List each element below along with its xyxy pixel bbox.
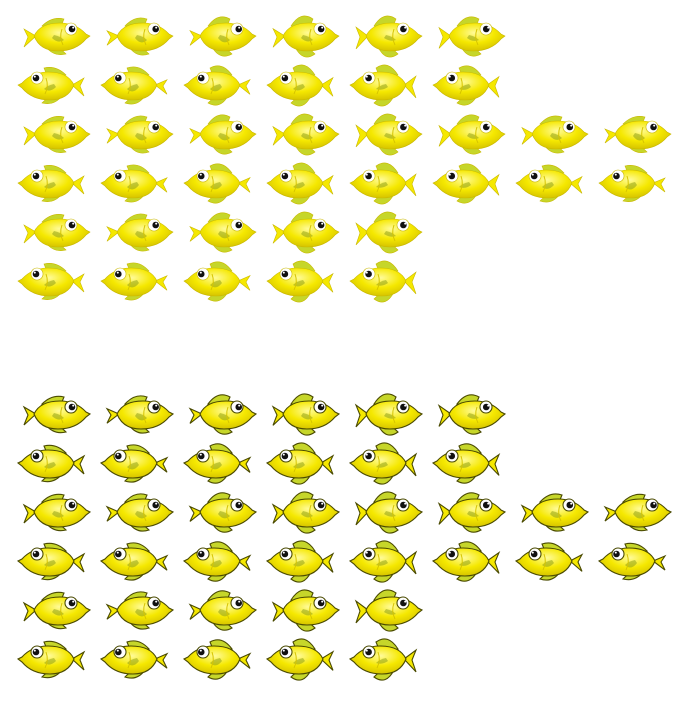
yellow-tang-fish-icon — [182, 639, 252, 680]
yellow-tang-fish-icon — [99, 640, 169, 679]
yellow-tang-fish-icon — [100, 262, 168, 301]
yellow-tang-fish-icon — [17, 165, 85, 202]
yellow-tang-fish-icon — [265, 540, 335, 583]
yellow-tang-fish-icon — [189, 212, 257, 253]
yellow-tang-fish-icon — [520, 493, 590, 532]
yellow-tang-fish-icon — [521, 115, 589, 154]
yellow-tang-fish-icon — [105, 395, 175, 434]
yellow-tang-fish-icon — [438, 114, 506, 155]
yellow-tang-fish-icon — [23, 116, 91, 153]
yellow-tang-fish-icon — [349, 64, 417, 107]
yellow-tang-fish-icon — [349, 260, 417, 303]
yellow-tang-fish-icon — [437, 492, 507, 533]
yellow-tang-fish-icon — [23, 214, 91, 251]
yellow-tang-fish-icon — [16, 640, 86, 679]
yellow-tang-fish-icon — [272, 15, 340, 58]
yellow-tang-fish-icon — [438, 16, 506, 57]
yellow-tang-fish-icon — [183, 261, 251, 302]
yellow-tang-fish-icon — [105, 591, 175, 630]
yellow-tang-fish-icon — [106, 17, 174, 56]
yellow-tang-fish-icon — [189, 114, 257, 155]
yellow-tang-fish-icon — [598, 165, 666, 202]
yellow-tang-fish-icon — [266, 260, 334, 303]
yellow-tang-fish-icon — [105, 493, 175, 532]
yellow-tang-fish-icon — [188, 492, 258, 533]
yellow-tang-fish-icon — [271, 393, 341, 436]
yellow-tang-fish-icon — [23, 18, 91, 55]
yellow-tang-fish-icon — [431, 443, 501, 484]
yellow-tang-fish-icon — [17, 67, 85, 104]
yellow-tang-fish-icon — [355, 15, 423, 58]
yellow-tang-fish-icon — [348, 540, 418, 583]
yellow-tang-fish-icon — [355, 211, 423, 254]
yellow-tang-fish-icon — [17, 263, 85, 300]
yellow-tang-fish-icon — [99, 444, 169, 483]
yellow-tang-fish-icon — [431, 541, 501, 582]
yellow-tang-fish-icon — [354, 491, 424, 534]
yellow-tang-fish-icon — [354, 393, 424, 436]
yellow-tang-fish-icon — [603, 493, 673, 532]
yellow-tang-fish-icon — [272, 211, 340, 254]
yellow-tang-fish-icon — [188, 590, 258, 631]
yellow-tang-fish-icon — [100, 164, 168, 203]
yellow-tang-fish-icon — [265, 638, 335, 681]
yellow-tang-fish-icon — [348, 638, 418, 681]
yellow-tang-fish-icon — [432, 65, 500, 106]
yellow-tang-fish-icon — [597, 542, 667, 581]
yellow-tang-fish-icon — [182, 443, 252, 484]
yellow-tang-fish-icon — [106, 115, 174, 154]
yellow-tang-fish-icon — [188, 394, 258, 435]
yellow-tang-fish-icon — [22, 493, 92, 532]
yellow-tang-fish-icon — [16, 542, 86, 581]
yellow-tang-fish-icon — [266, 162, 334, 205]
yellow-tang-fish-icon — [189, 16, 257, 57]
yellow-tang-fish-icon — [16, 444, 86, 483]
yellow-tang-fish-icon — [355, 113, 423, 156]
yellow-tang-fish-icon — [99, 542, 169, 581]
yellow-tang-fish-icon — [265, 442, 335, 485]
yellow-tang-fish-icon — [514, 542, 584, 581]
yellow-tang-fish-icon — [100, 66, 168, 105]
yellow-tang-fish-icon — [271, 491, 341, 534]
yellow-tang-fish-icon — [22, 591, 92, 630]
yellow-tang-fish-icon — [354, 589, 424, 632]
yellow-tang-fish-icon — [272, 113, 340, 156]
yellow-tang-fish-icon — [604, 116, 672, 153]
yellow-tang-fish-icon — [348, 442, 418, 485]
yellow-tang-fish-icon — [437, 394, 507, 435]
yellow-tang-fish-icon — [515, 164, 583, 203]
yellow-tang-fish-icon — [349, 162, 417, 205]
yellow-tang-fish-icon — [22, 395, 92, 434]
yellow-tang-fish-icon — [183, 65, 251, 106]
yellow-tang-fish-icon — [271, 589, 341, 632]
yellow-tang-fish-icon — [106, 213, 174, 252]
yellow-tang-fish-icon — [182, 541, 252, 582]
yellow-tang-fish-icon — [183, 163, 251, 204]
sprite-sheet-bottom — [0, 378, 700, 708]
yellow-tang-fish-icon — [432, 163, 500, 204]
yellow-tang-fish-icon — [266, 64, 334, 107]
sprite-sheet-top — [0, 0, 700, 330]
